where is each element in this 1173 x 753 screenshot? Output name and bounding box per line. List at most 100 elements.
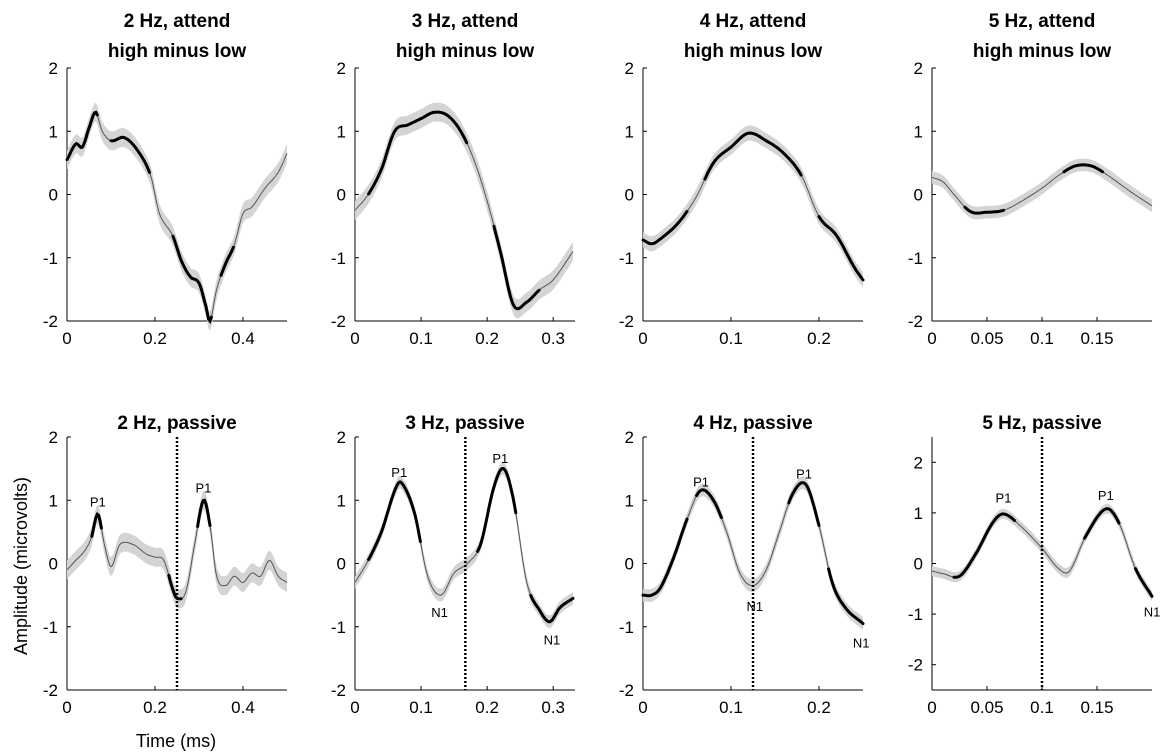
y-tick-label: 0 [49, 186, 58, 205]
y-tick-label: 0 [49, 555, 58, 574]
y-tick-label: -1 [43, 249, 58, 268]
x-tick-label: 0.1 [409, 698, 433, 717]
x-tick-label: 0 [638, 698, 647, 717]
chart-panel: 4 Hz, attend high minus low -2 -1 0 1 2 0 0.1 0.2 [619, 11, 865, 348]
x-tick-label: 0.15 [1080, 698, 1113, 717]
x-tick-label: 0.4 [231, 329, 255, 348]
x-tick-label: 0.1 [409, 329, 433, 348]
y-tick-label: 2 [914, 59, 923, 78]
peak-label: N1 [544, 632, 561, 647]
significant-segment [65, 110, 99, 162]
significant-segment [641, 210, 689, 246]
x-tick-label: 0 [350, 698, 359, 717]
chart-panel: 2 Hz, passive -2 -1 0 1 2 0 0.2 0.4 P1 P1 [43, 413, 288, 717]
x-tick-label: 0.2 [475, 698, 499, 717]
y-tick-label: -1 [619, 618, 634, 637]
y-tick-label: 0 [337, 555, 346, 574]
significant-segment [171, 234, 213, 324]
y-tick-label: 2 [337, 59, 346, 78]
y-tick-label: 2 [49, 428, 58, 447]
y-tick-label: 2 [49, 59, 58, 78]
confidence-band [932, 503, 1152, 602]
panel-title: 3 Hz, attend [412, 11, 519, 32]
y-tick-label: -1 [43, 618, 58, 637]
series-line [354, 467, 574, 623]
significant-segment [703, 131, 803, 181]
panel-title: 2 Hz, attend [124, 11, 231, 32]
peak-label: P1 [195, 481, 211, 496]
y-tick-label: 1 [914, 504, 923, 523]
y-tick-label: 1 [625, 122, 634, 141]
chart-panel: 5 Hz, attend high minus low -2 -1 0 1 2 0 0.05 0.… [908, 11, 1153, 348]
significant-segment [817, 215, 865, 282]
y-tick-label: 0 [625, 555, 634, 574]
y-axis-label: Amplitude (microvolts) [11, 477, 31, 655]
significant-segment [529, 593, 575, 624]
y-tick-label: -2 [331, 312, 346, 331]
y-tick-label: -1 [619, 249, 634, 268]
significant-segment [1062, 163, 1104, 174]
peak-label: N1 [853, 636, 870, 651]
y-tick-label: -2 [908, 656, 923, 675]
x-tick-label: 0.3 [541, 329, 565, 348]
panel-title: 4 Hz, attend [700, 11, 807, 32]
peak-label: P1 [1098, 488, 1114, 503]
confidence-band [643, 125, 863, 288]
confidence-band [355, 102, 573, 319]
panel-title: high minus low [108, 41, 246, 62]
y-tick-label: -2 [43, 312, 58, 331]
y-tick-label: -2 [619, 681, 634, 700]
x-tick-label: 0 [62, 698, 71, 717]
y-tick-label: 2 [625, 428, 634, 447]
panel-title: 5 Hz, passive [982, 413, 1101, 434]
x-tick-label: 0.4 [231, 698, 255, 717]
peak-label: P1 [90, 495, 106, 510]
x-tick-label: 0.2 [475, 329, 499, 348]
significant-segment [167, 573, 183, 601]
y-tick-label: -1 [331, 249, 346, 268]
y-tick-label: 0 [914, 186, 923, 205]
y-tick-label: 0 [914, 555, 923, 574]
significant-segment [367, 110, 469, 196]
x-tick-label: 0 [927, 698, 936, 717]
x-tick-label: 0.1 [719, 698, 743, 717]
chart-panel: 3 Hz, passive -2 -1 0 1 2 0 0.1 0.2 0.3 P1 N1 P1 N1 [331, 413, 575, 717]
significant-segment [1134, 567, 1154, 598]
panel-title: 5 Hz, attend [989, 11, 1096, 32]
peak-label: N1 [746, 599, 763, 614]
y-tick-label: 0 [625, 186, 634, 205]
y-tick-label: 1 [337, 491, 346, 510]
significant-segment [787, 481, 821, 527]
panel-title: 4 Hz, passive [693, 413, 812, 434]
y-tick-label: 2 [914, 453, 923, 472]
y-tick-label: 1 [49, 122, 58, 141]
x-tick-label: 0.15 [1080, 329, 1113, 348]
chart-panel: 4 Hz, passive -2 -1 0 1 2 0 0.1 0.2 P1 N1 P1 N1 [619, 413, 870, 717]
panel-title: high minus low [684, 41, 822, 62]
x-tick-label: 0 [638, 329, 647, 348]
confidence-band [355, 462, 573, 628]
y-tick-label: 2 [337, 428, 346, 447]
significant-segment [90, 511, 103, 538]
x-tick-label: 0 [350, 329, 359, 348]
y-tick-label: -2 [43, 681, 58, 700]
panel-title: 3 Hz, passive [405, 413, 524, 434]
confidence-band [67, 102, 287, 331]
x-tick-label: 0.2 [143, 698, 167, 717]
y-tick-label: -1 [331, 618, 346, 637]
x-tick-label: 0.3 [541, 698, 565, 717]
x-tick-label: 0.1 [1030, 329, 1054, 348]
y-tick-label: 2 [625, 59, 634, 78]
x-tick-label: 0.1 [1030, 698, 1054, 717]
x-tick-label: 0.2 [807, 698, 831, 717]
panel-title: 2 Hz, passive [117, 413, 236, 434]
y-tick-label: -2 [908, 312, 923, 331]
x-tick-label: 0.1 [719, 329, 743, 348]
peak-label: P1 [796, 467, 812, 482]
y-tick-label: -2 [331, 681, 346, 700]
peak-label: P1 [492, 451, 508, 466]
x-tick-label: 0 [62, 329, 71, 348]
peak-label: P1 [996, 491, 1012, 506]
significant-segment [952, 512, 1016, 579]
significant-segment [367, 480, 422, 561]
